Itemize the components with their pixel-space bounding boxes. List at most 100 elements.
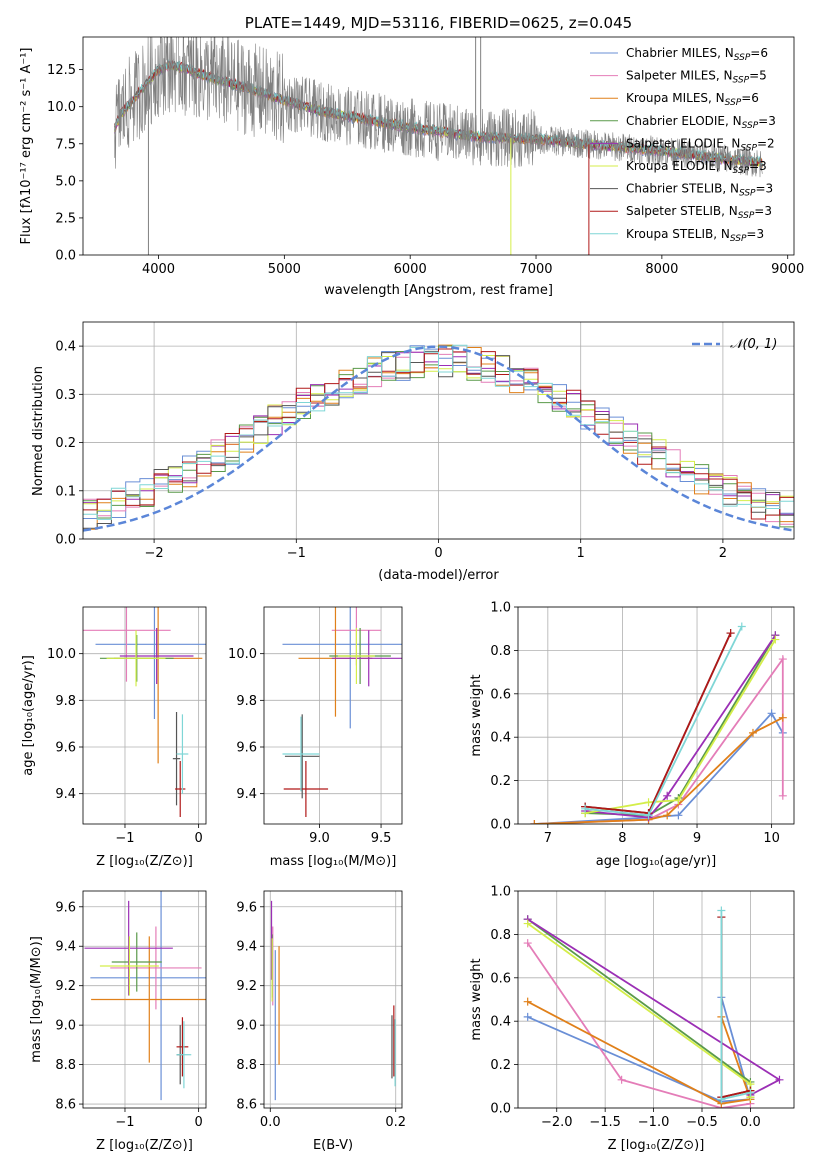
y-axis-label: Flux [fλ10⁻¹⁷ erg cm⁻² s⁻¹ A⁻¹] — [19, 48, 34, 245]
weight-marker — [778, 713, 787, 722]
x-tick-label: −1.0 — [638, 1115, 670, 1130]
legend-label-main: Chabrier STELIB, N — [626, 182, 739, 196]
legend-label-main: Kroupa ELODIE, N — [626, 159, 733, 173]
y-tick-label: 0.0 — [55, 249, 76, 264]
x-tick-label: 1 — [577, 546, 585, 561]
weight-line — [585, 634, 777, 817]
legend-label-main: Chabrier MILES, N — [626, 46, 734, 60]
residual-plot — [83, 344, 794, 534]
x-axis-label: (data-model)/error — [378, 568, 499, 583]
weight-marker — [674, 796, 683, 805]
legend-label: Kroupa STELIB, NSSP=3 — [626, 227, 764, 244]
legend-label: Kroupa ELODIE, NSSP=3 — [626, 159, 767, 176]
weight-marker — [523, 919, 532, 928]
legend-label-tail: =3 — [746, 227, 764, 241]
x-tick-label: 0 — [434, 546, 442, 561]
x-tick-label: 9.0 — [309, 831, 330, 846]
chart-title: PLATE=1449, MJD=53116, FIBERID=0625, z=0… — [245, 14, 632, 32]
y-tick-label: 9.4 — [55, 787, 76, 802]
y-tick-label: 9.0 — [55, 1019, 76, 1034]
y-tick-label: 8.6 — [236, 1098, 257, 1113]
x-tick-label: 10 — [763, 831, 780, 846]
x-tick-label: 8000 — [645, 262, 678, 277]
weight-marker — [717, 1095, 726, 1104]
y-tick-label: 8.8 — [55, 1058, 76, 1073]
legend-label: Chabrier STELIB, NSSP=3 — [626, 182, 773, 199]
y-tick-label: 9.2 — [55, 979, 76, 994]
x-tick-label: 4000 — [142, 262, 175, 277]
x-tick-label: 6000 — [394, 262, 427, 277]
mass_vs_ebv-frame — [263, 890, 403, 1109]
weight-marker — [771, 635, 780, 644]
y-tick-label: 0.4 — [490, 731, 511, 746]
y-tick-label: 9.4 — [236, 940, 257, 955]
weight-marker — [644, 798, 653, 807]
y-tick-label: 9.2 — [236, 979, 257, 994]
age_vs_mass-axes: 9.0 9.5 9.4 9.6 9.8 10.0 — [228, 607, 402, 846]
x-tick-label: 9 — [693, 831, 701, 846]
mass_vs_ebv-axes: 0.0 0.2 8.6 8.8 9.0 9.2 9.4 9.6 — [236, 891, 406, 1130]
age_vs_Z-axes: −1 0 9.4 9.6 9.8 10.0 — [47, 607, 206, 846]
weight-line — [526, 942, 751, 1108]
weight-marker — [726, 629, 735, 638]
x-axis-label: Z [log₁₀(Z/Z⊙)] — [96, 1138, 193, 1153]
x-tick-label: 2 — [719, 546, 727, 561]
weight-marker — [644, 811, 653, 820]
y-tick-label: 1.0 — [490, 885, 511, 900]
legend-label-tail: =6 — [741, 91, 759, 105]
y-tick-label: 0.4 — [490, 1015, 511, 1030]
x-axis-label: age [log₁₀(age/yr)] — [596, 854, 717, 869]
weight-line — [584, 639, 777, 814]
x-tick-label: 7 — [544, 831, 552, 846]
x-tick-label: 0.0 — [740, 1115, 761, 1130]
legend-label: Salpeter ELODIE, NSSP=2 — [626, 136, 775, 153]
x-tick-label: −0.5 — [686, 1115, 718, 1130]
y-tick-label: 9.6 — [236, 741, 257, 756]
weight-marker — [523, 939, 532, 948]
y-tick-label: 0.8 — [490, 644, 511, 659]
y-tick-label: 9.4 — [236, 787, 257, 802]
weight-marker — [530, 820, 539, 824]
y-axis-label: mass [log₁₀(M/M⊙)] — [29, 936, 44, 1063]
legend-label-main: Salpeter ELODIE, N — [626, 136, 740, 150]
spectrum-frame — [82, 36, 795, 256]
y-axis-label: age [log₁₀(age/yr)] — [21, 655, 36, 776]
weight-line — [527, 922, 752, 1098]
weight-marker — [674, 811, 683, 820]
model-spectrum-line — [114, 59, 763, 167]
legend-label-main: Kroupa MILES, N — [626, 91, 725, 105]
legend-label-tail: =5 — [749, 69, 767, 83]
observed-spectrum-line — [114, 37, 763, 178]
y-axis-label: Normed distribution — [31, 366, 46, 496]
legend-label-tail: =3 — [758, 114, 776, 128]
weight-line — [720, 917, 751, 1099]
weight-marker — [746, 1088, 755, 1097]
legend-label-sub: SSP — [742, 121, 759, 131]
legend-label-tail: =2 — [757, 136, 775, 150]
x-tick-label: 5000 — [268, 262, 301, 277]
x-axis-label: mass [log₁₀(M/M⊙)] — [270, 854, 397, 869]
mass_vs_Z-frame — [82, 890, 207, 1109]
weight_vs_Z-plot — [523, 906, 784, 1108]
weight-line — [585, 632, 732, 815]
legend-label-main: Chabrier ELODIE, N — [626, 114, 742, 128]
residual-histogram — [83, 344, 794, 523]
y-tick-label: 12.5 — [47, 63, 76, 78]
x-tick-label: −2 — [145, 546, 164, 561]
y-tick-label: 2.5 — [55, 211, 76, 226]
legend-label-sub: SSP — [738, 211, 755, 221]
y-tick-label: 9.6 — [236, 900, 257, 915]
y-tick-label: 9.6 — [55, 900, 76, 915]
weight-marker — [737, 622, 746, 631]
y-tick-label: 0.6 — [490, 971, 511, 986]
age_vs_mass-frame — [263, 606, 403, 825]
x-tick-label: 0 — [194, 831, 202, 846]
spectrum-plot — [114, 37, 763, 255]
weight-marker — [617, 1075, 626, 1084]
legend-label-tail: =6 — [750, 46, 768, 60]
mass_vs_Z-plot — [84, 891, 206, 1101]
legend-label-sub: SSP — [734, 53, 751, 63]
mass_vs_Z-axes: −1 0 8.6 8.8 9.0 9.2 9.4 9.6 — [55, 891, 206, 1130]
weight-line — [585, 632, 732, 815]
legend-label: 𝒩(0, 1) — [730, 337, 777, 352]
